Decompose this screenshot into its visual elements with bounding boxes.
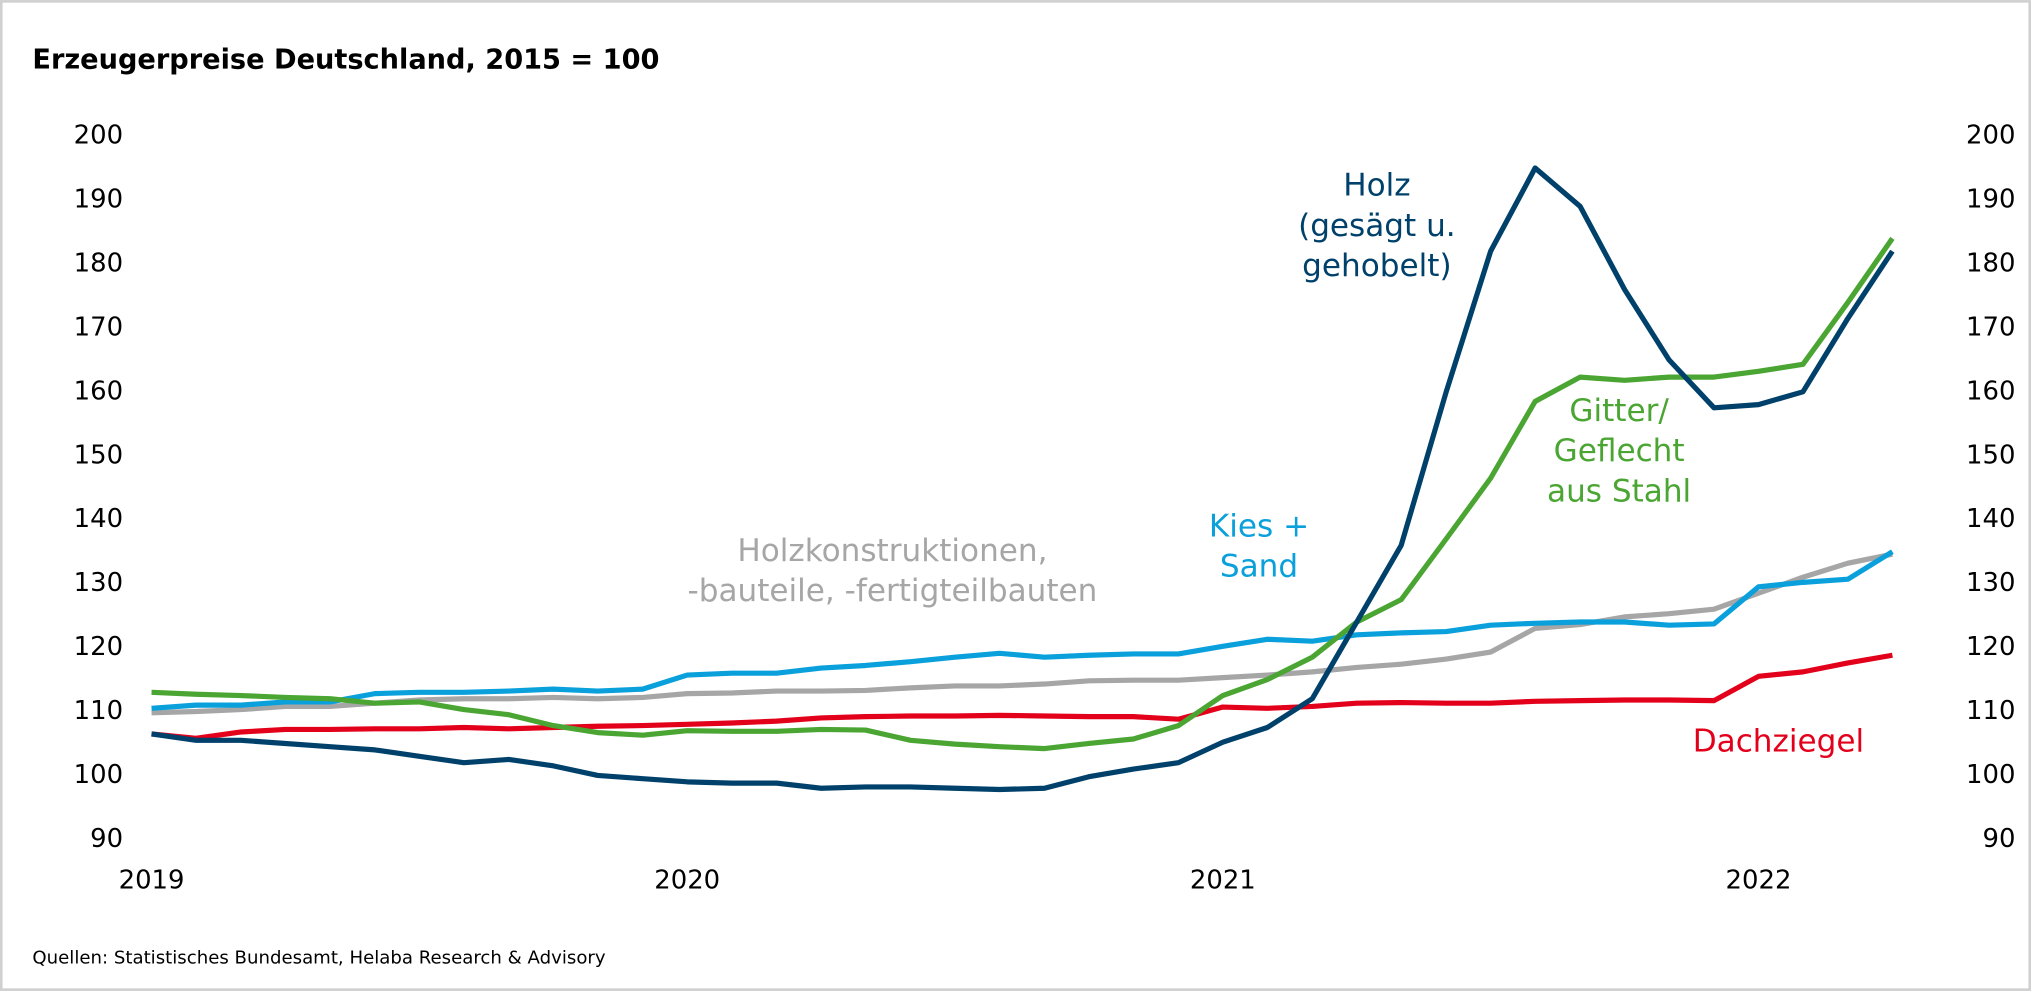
y-tick-label: 180 bbox=[74, 248, 123, 278]
x-tick-label: 2020 bbox=[654, 865, 720, 895]
series-line bbox=[151, 652, 1893, 741]
y-tick-label: 90 bbox=[90, 824, 123, 854]
y-tick-label: 170 bbox=[74, 312, 123, 342]
series-label-box: Holz (gesägt u. gehobelt) bbox=[1298, 167, 1456, 284]
series-label: Gitter/ Geflecht aus Stahl bbox=[1547, 392, 1692, 510]
y-tick-label: 140 bbox=[74, 504, 123, 534]
series-label: Holzkonstruktionen, -bauteile, -fertigte… bbox=[687, 532, 1098, 609]
y2-tick-label: 200 bbox=[1966, 121, 2015, 151]
x-tick-label: 2022 bbox=[1726, 865, 1792, 895]
x-tick-label: 2021 bbox=[1190, 865, 1256, 895]
y-tick-label: 120 bbox=[74, 632, 123, 662]
y2-tick-label: 170 bbox=[1966, 312, 2015, 342]
y2-tick-label: 150 bbox=[1966, 440, 2015, 470]
y2-tick-label: 140 bbox=[1966, 504, 2015, 534]
y2-tick-label: 180 bbox=[1966, 248, 2015, 278]
y2-tick-label: 110 bbox=[1966, 696, 2015, 726]
y-tick-label: 110 bbox=[74, 696, 123, 726]
source: Quellen: Statistisches Bundesamt, Helaba… bbox=[32, 948, 606, 969]
x-tick-label: 2019 bbox=[119, 865, 185, 895]
series-label: Holz (gesägt u. gehobelt) bbox=[1298, 167, 1456, 284]
y2-tick-label: 190 bbox=[1966, 184, 2015, 214]
y-tick-label: 190 bbox=[74, 184, 123, 214]
y2-tick-label: 130 bbox=[1966, 568, 2015, 598]
y-tick-label: 100 bbox=[74, 760, 123, 790]
y2-tick-label: 90 bbox=[1983, 824, 2016, 854]
series-label-box: Dachziegel bbox=[1692, 722, 1865, 760]
series-line bbox=[151, 165, 1895, 793]
y2-tick-label: 120 bbox=[1966, 632, 2015, 662]
series-label: Kies + Sand bbox=[1208, 507, 1310, 585]
y-tick-label: 160 bbox=[74, 376, 123, 406]
series-label-box: Holzkonstruktionen, -bauteile, -fertigte… bbox=[687, 532, 1098, 609]
series-label: Dachziegel bbox=[1692, 722, 1865, 760]
series-line bbox=[151, 236, 1895, 752]
chart-title: Erzeugerpreise Deutschland, 2015 = 100 bbox=[32, 44, 659, 75]
y-tick-label: 200 bbox=[74, 121, 123, 151]
y-tick-label: 130 bbox=[74, 568, 123, 598]
series-label-box: Gitter/ Geflecht aus Stahl bbox=[1547, 392, 1692, 510]
y-tick-label: 150 bbox=[74, 440, 123, 470]
series-label-box: Kies + Sand bbox=[1208, 507, 1310, 585]
y2-tick-label: 160 bbox=[1966, 376, 2015, 406]
y2-tick-label: 100 bbox=[1966, 760, 2015, 790]
series-line bbox=[151, 549, 1894, 711]
